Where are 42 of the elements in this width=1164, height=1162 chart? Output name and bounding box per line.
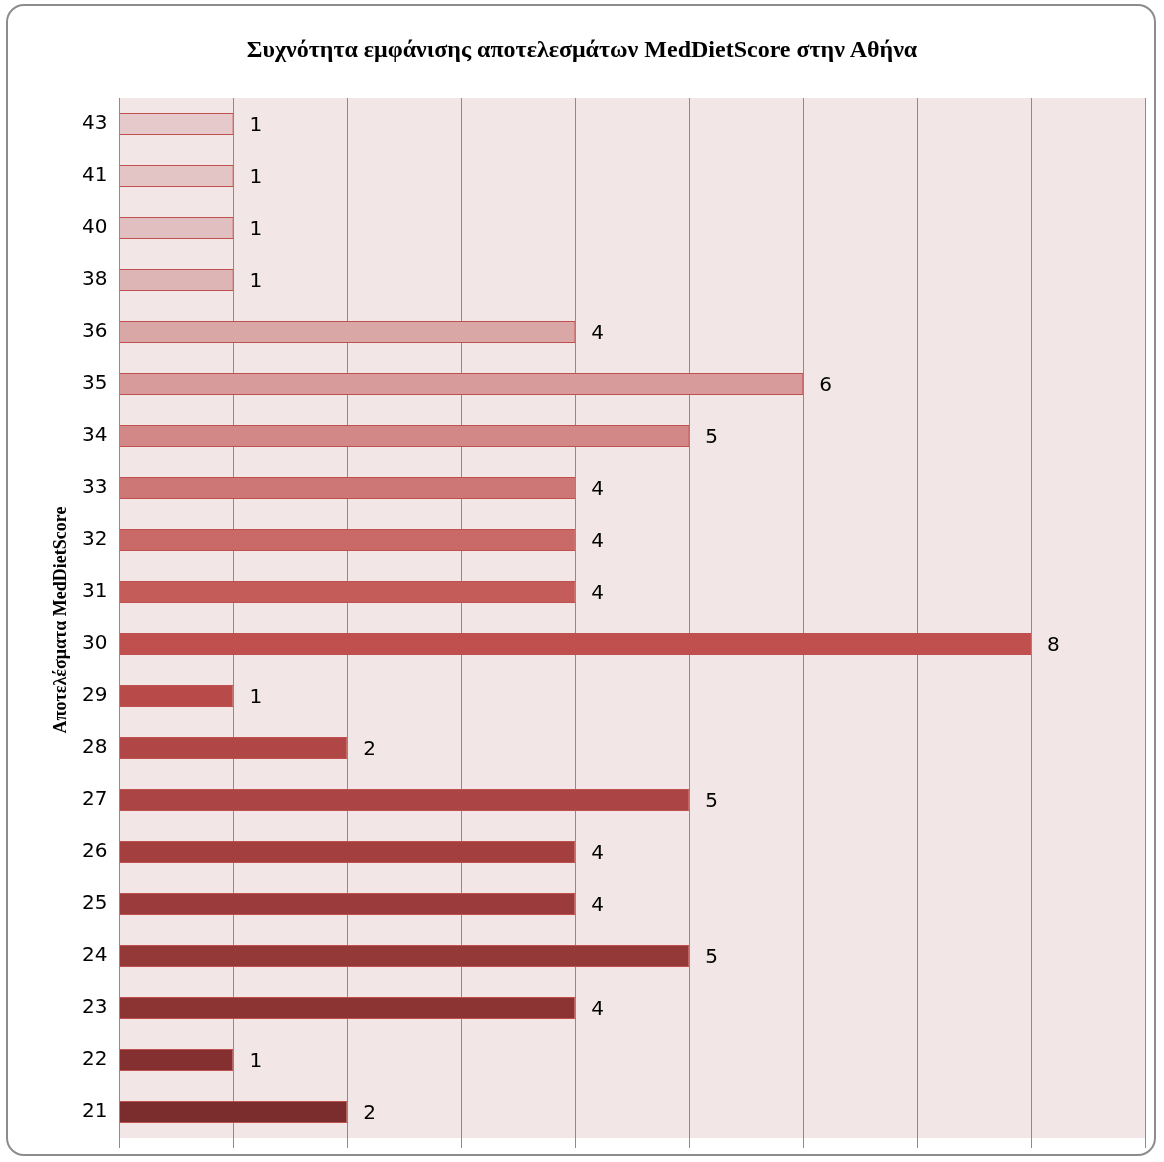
data-label: 1 (249, 216, 263, 241)
data-label: 4 (591, 320, 604, 345)
y-axis-title: Αποτελέσματα MedDietScore (49, 506, 71, 734)
y-tick-label: 33 (82, 474, 108, 499)
y-tick-label: 22 (82, 1046, 108, 1071)
data-label: 8 (1047, 632, 1060, 657)
y-tick-label: 28 (82, 734, 108, 759)
y-tick-label: 43 (82, 110, 108, 135)
data-label: 1 (249, 684, 263, 709)
y-tick-label: 21 (82, 1098, 108, 1123)
data-label: 6 (819, 372, 832, 397)
data-label: 4 (591, 580, 604, 605)
data-label: 2 (363, 736, 377, 761)
y-tick-label: 36 (82, 318, 108, 343)
data-label: 4 (591, 528, 604, 553)
y-tick-label: 27 (82, 786, 108, 811)
y-tick-label: 26 (82, 838, 108, 863)
y-tick-label: 23 (82, 994, 108, 1019)
y-tick-label: 31 (82, 578, 108, 603)
data-label: 5 (705, 788, 718, 813)
y-tick-label: 25 (82, 890, 108, 915)
data-label: 1 (249, 1048, 263, 1073)
y-tick-label: 32 (82, 526, 108, 551)
y-tick-label: 24 (82, 942, 108, 967)
y-tick-label: 38 (82, 266, 108, 291)
data-label: 4 (591, 476, 604, 501)
y-tick-label: 41 (82, 162, 108, 187)
data-label: 4 (591, 892, 604, 917)
data-label: 1 (249, 112, 263, 137)
data-label: 4 (591, 840, 604, 865)
data-label: 4 (591, 996, 604, 1021)
data-label: 1 (249, 268, 263, 293)
data-label: 1 (249, 164, 263, 189)
y-tick-label: 35 (82, 370, 108, 395)
y-tick-label: 29 (82, 682, 108, 707)
chart-title: Συχνότητα εμφάνισης αποτελεσμάτων MedDietScore στην Αθήνα (245, 36, 919, 63)
y-tick-label: 30 (82, 630, 108, 655)
data-label: 2 (363, 1100, 377, 1125)
data-label: 5 (705, 944, 718, 969)
y-tick-label: 34 (82, 422, 108, 447)
data-label: 5 (705, 424, 718, 449)
y-tick-label: 40 (82, 214, 108, 239)
